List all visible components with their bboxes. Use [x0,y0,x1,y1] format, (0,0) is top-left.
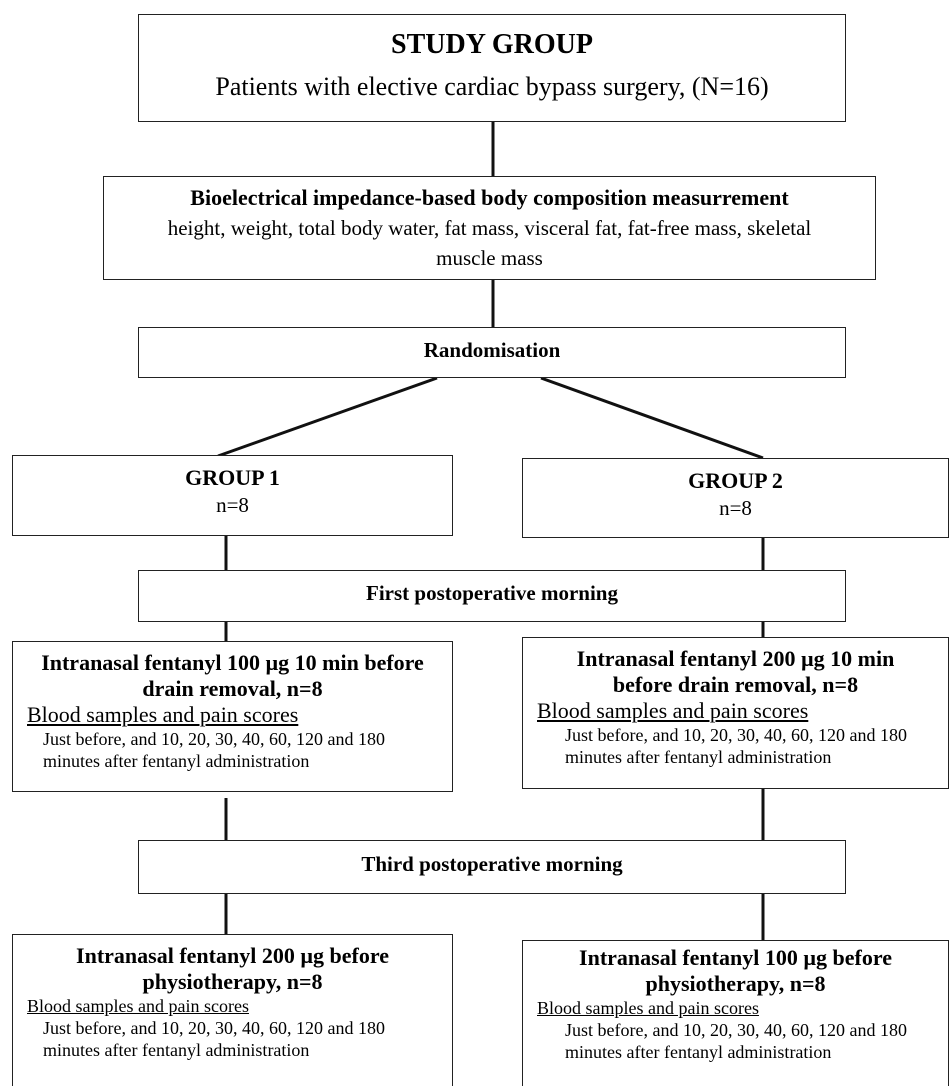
box-subtitle: Blood samples and pain scores [537,698,809,723]
box-text: Just before, and 10, 20, 30, 40, 60, 120… [43,729,385,771]
group-1-first-box: Intranasal fentanyl 100 µg 10 min before… [12,641,453,792]
box-text: Patients with elective cardiac bypass su… [215,72,769,101]
box-text: n=8 [216,493,249,517]
box-title: Intranasal fentanyl 200 µg 10 min before… [576,646,895,697]
box-text: Just before, and 10, 20, 30, 40, 60, 120… [565,1020,907,1062]
box-subtitle: Blood samples and pain scores [27,996,249,1016]
first-morning-box: First postoperative morning [138,570,846,622]
connector-lines [217,122,765,940]
group-2-third-box: Intranasal fentanyl 100 µg before physio… [522,940,949,1086]
measurement-box: Bioelectrical impedance-based body compo… [103,176,876,280]
box-text: Just before, and 10, 20, 30, 40, 60, 120… [565,725,907,767]
group-2-box: GROUP 2 n=8 [522,458,949,538]
box-text: height, weight, total body water, fat ma… [167,216,812,270]
third-morning-box: Third postoperative morning [138,840,846,894]
randomisation-box: Randomisation [138,327,846,378]
box-subtitle: Blood samples and pain scores [27,702,299,727]
box-text: n=8 [719,496,752,520]
box-title: GROUP 1 [185,465,280,490]
group-2-first-box: Intranasal fentanyl 200 µg 10 min before… [522,637,949,789]
box-title: Intranasal fentanyl 100 µg 10 min before… [41,650,424,701]
box-title: STUDY GROUP [391,29,593,60]
group-1-box: GROUP 1 n=8 [12,455,453,536]
box-title: Intranasal fentanyl 100 µg before physio… [579,945,892,996]
box-title: GROUP 2 [688,468,783,493]
box-title: Bioelectrical impedance-based body compo… [190,185,789,210]
study-group-box: STUDY GROUP Patients with elective cardi… [138,14,846,122]
box-title: Intranasal fentanyl 200 µg before physio… [76,943,389,994]
box-subtitle: Blood samples and pain scores [537,998,759,1018]
box-text: Just before, and 10, 20, 30, 40, 60, 120… [43,1018,385,1060]
connector [217,376,438,458]
group-1-third-box: Intranasal fentanyl 200 µg before physio… [12,934,453,1086]
connector [540,376,764,460]
